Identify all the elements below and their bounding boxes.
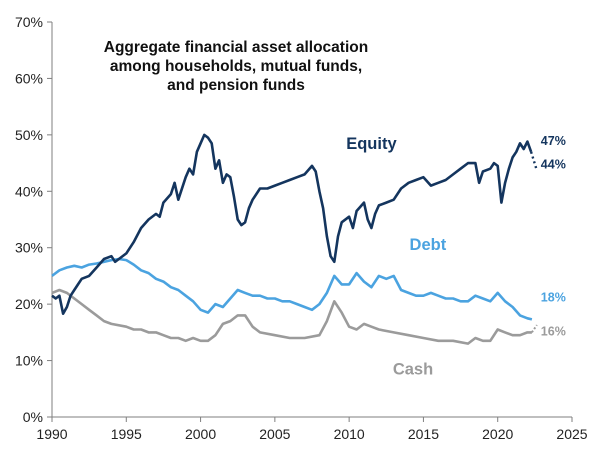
series-lines <box>51 133 538 345</box>
x-tick-label: 2005 <box>259 426 290 442</box>
y-tick-label: 50% <box>15 127 43 143</box>
y-tick-label: 10% <box>15 353 43 369</box>
end-value-label-cash: 16% <box>541 325 566 339</box>
chart-title-line: Aggregate financial asset allocation <box>104 39 368 56</box>
x-tick-label: 2010 <box>334 426 365 442</box>
x-tick-label: 1995 <box>111 426 142 442</box>
series-label-cash: Cash <box>393 361 433 379</box>
y-tick-label: 40% <box>15 183 43 199</box>
y-tick-label: 70% <box>15 14 43 30</box>
series-projection-cash <box>531 324 538 333</box>
x-tick-label: 2000 <box>185 426 216 442</box>
x-tick-label: 1990 <box>36 426 67 442</box>
x-tick-label: 2020 <box>482 426 513 442</box>
end-value-label-debt: 18% <box>541 290 566 304</box>
series-labels: Equity 47% 44% Debt 18% Cash 16% <box>346 134 566 379</box>
series-projection-equity <box>529 151 538 170</box>
chart-title: Aggregate financial asset allocation amon… <box>104 39 368 94</box>
y-tick-label: 20% <box>15 296 43 312</box>
x-tick-label: 2015 <box>408 426 439 442</box>
y-tick-label: 30% <box>15 240 43 256</box>
chart-title-line: among households, mutual funds, <box>110 58 362 75</box>
series-label-equity: Equity <box>346 135 397 153</box>
y-tick-label: 60% <box>15 70 43 86</box>
chart-title-line: and pension funds <box>167 77 305 94</box>
y-tick-label: 0% <box>23 409 43 425</box>
x-tick-label: 2025 <box>556 426 587 442</box>
series-label-debt: Debt <box>410 236 447 254</box>
series-line-equity <box>51 133 533 315</box>
projection-value-label-equity: 44% <box>541 158 566 172</box>
axes: 0% 10% 20% 30% 40% 50% 60% 70% 1990 1995 2000 2005 2… <box>15 14 588 442</box>
end-value-label-equity: 47% <box>541 134 566 148</box>
series-line-cash <box>51 288 532 345</box>
series-line-debt <box>51 257 533 321</box>
